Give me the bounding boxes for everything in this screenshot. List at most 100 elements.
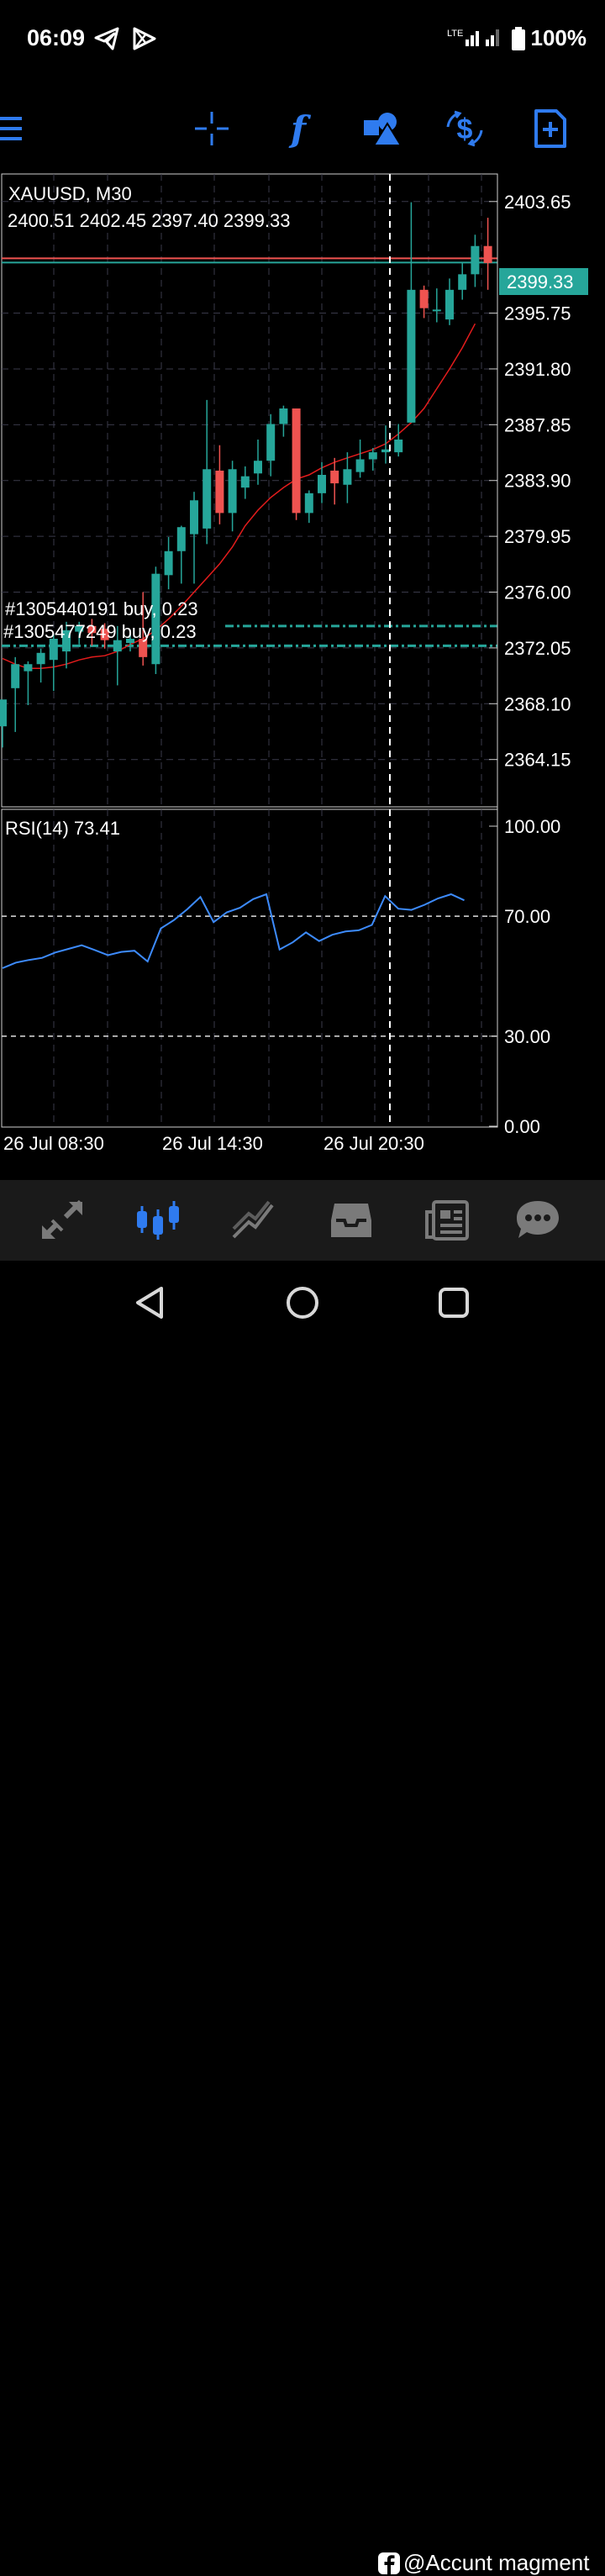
candle-body bbox=[483, 245, 492, 263]
candle-body bbox=[49, 638, 58, 661]
candle-body bbox=[228, 469, 237, 514]
back-button[interactable] bbox=[124, 1277, 175, 1328]
price-tick-label: 2364.15 bbox=[504, 750, 571, 771]
telegram-icon bbox=[94, 27, 119, 50]
candle-body bbox=[164, 550, 173, 576]
rsi-tick-label: 70.00 bbox=[504, 906, 550, 927]
current-price-badge bbox=[499, 268, 588, 295]
system-nav: @Accunt magment bbox=[0, 1261, 605, 2575]
chart-canvas[interactable]: 100.00 70.00 30.00 0.00 2403.65 2395.75 2391.… bbox=[0, 172, 605, 1160]
candle-body bbox=[11, 664, 20, 688]
nav-history[interactable] bbox=[318, 1180, 385, 1261]
battery-percent: 100% bbox=[530, 25, 587, 50]
candle-body bbox=[445, 289, 454, 320]
order-label-2[interactable]: #1305477249 buy, 0.23 bbox=[3, 621, 197, 642]
candle-body bbox=[87, 625, 97, 634]
rsi-tick-label: 30.00 bbox=[504, 1026, 550, 1047]
price-tick-label: 2376.00 bbox=[504, 582, 571, 603]
candle-body bbox=[203, 469, 212, 529]
price-lines bbox=[2, 257, 497, 264]
trade-icon: $ bbox=[446, 110, 483, 147]
chart-area[interactable]: 100.00 70.00 30.00 0.00 2403.65 2395.75 2391.… bbox=[0, 172, 605, 1160]
indicators-icon: f bbox=[290, 108, 307, 150]
candle-body bbox=[343, 469, 352, 485]
rsi-pane-frame bbox=[1, 809, 498, 1128]
current-price-label: 2399.33 bbox=[507, 271, 574, 292]
objects-icon bbox=[364, 113, 402, 146]
ma-layer bbox=[2, 323, 476, 670]
time-label-3: 26 Jul 20:30 bbox=[324, 1133, 424, 1154]
status-time: 06:09 bbox=[27, 25, 86, 50]
candle-body bbox=[176, 527, 186, 551]
indicators-button[interactable]: f bbox=[273, 101, 324, 156]
trade-button[interactable]: $ bbox=[439, 101, 490, 156]
candle-body bbox=[368, 452, 377, 460]
nav-news[interactable] bbox=[413, 1180, 481, 1261]
back-icon bbox=[136, 1287, 163, 1319]
rsi-tick-label: 0.00 bbox=[504, 1116, 540, 1137]
order-lines bbox=[2, 624, 497, 647]
candle-body bbox=[151, 573, 160, 665]
candle-body bbox=[471, 245, 480, 275]
recents-icon bbox=[439, 1288, 469, 1318]
bottom-nav bbox=[0, 1180, 605, 1261]
quotes-icon bbox=[41, 1200, 83, 1240]
home-icon bbox=[287, 1287, 318, 1319]
candle-body bbox=[254, 461, 262, 474]
price-tick-label: 2387.85 bbox=[504, 414, 571, 435]
battery-icon bbox=[511, 26, 525, 50]
status-right: LTE 100% bbox=[447, 25, 587, 51]
nav-messages[interactable] bbox=[504, 1180, 571, 1261]
nav-chart[interactable] bbox=[124, 1180, 192, 1261]
candle-body bbox=[36, 652, 45, 665]
home-button[interactable] bbox=[277, 1277, 328, 1328]
signal-icon: LTE bbox=[447, 29, 499, 46]
new-order-button[interactable] bbox=[525, 101, 576, 156]
time-label-1: 26 Jul 08:30 bbox=[3, 1133, 104, 1154]
menu-icon bbox=[0, 117, 22, 140]
ohlc-label: 2400.51 2402.45 2397.40 2399.33 bbox=[8, 210, 290, 231]
chart-icon bbox=[137, 1201, 179, 1240]
recents-button[interactable] bbox=[429, 1277, 479, 1328]
rsi-line bbox=[2, 893, 465, 969]
candle-body bbox=[381, 449, 390, 453]
nav-trade[interactable] bbox=[220, 1180, 287, 1261]
rsi-tick-label: 100.00 bbox=[504, 816, 560, 837]
time-label-2: 26 Jul 14:30 bbox=[162, 1133, 263, 1154]
price-tick-label: 2383.90 bbox=[504, 471, 571, 492]
new-order-icon bbox=[534, 109, 566, 148]
price-tick-label: 2368.10 bbox=[504, 693, 571, 714]
status-bar: 06:09 LTE 100% bbox=[0, 0, 605, 84]
order-label-1[interactable]: #1305440191 buy, 0.23 bbox=[5, 598, 198, 619]
news-icon bbox=[425, 1200, 469, 1241]
price-axis: 2403.65 2395.75 2391.80 2387.85 2383.90 2379.… bbox=[489, 174, 571, 1127]
watermark-text: @Accunt magment bbox=[403, 2550, 590, 2575]
candle-body bbox=[292, 408, 301, 514]
menu-button[interactable] bbox=[0, 101, 32, 156]
svg-text:LTE: LTE bbox=[447, 29, 463, 39]
candles-layer bbox=[0, 202, 492, 748]
candle-body bbox=[304, 493, 313, 514]
candle-body bbox=[240, 476, 250, 488]
objects-button[interactable] bbox=[357, 101, 408, 156]
price-tick-label: 2391.80 bbox=[504, 359, 571, 380]
messages-icon bbox=[517, 1201, 559, 1238]
candle-body bbox=[62, 630, 71, 652]
candle-body bbox=[215, 470, 224, 514]
price-tick-label: 2395.75 bbox=[504, 303, 571, 324]
status-left-icons bbox=[94, 25, 161, 60]
candle-body bbox=[407, 289, 416, 423]
facebook-icon bbox=[378, 2552, 400, 2574]
candle-body bbox=[330, 470, 339, 484]
nav-quotes[interactable] bbox=[29, 1180, 96, 1261]
watermark: @Accunt magment bbox=[378, 2550, 589, 2576]
candle-body bbox=[126, 638, 134, 644]
crosshair-button[interactable] bbox=[187, 101, 237, 156]
play-store-icon bbox=[133, 27, 156, 50]
price-tick-label: 2372.05 bbox=[504, 638, 571, 659]
svg-text:$: $ bbox=[457, 113, 473, 145]
trade-nav-icon bbox=[232, 1200, 274, 1239]
price-tick-label: 2403.65 bbox=[504, 192, 571, 213]
symbol-label: XAUUSD, M30 bbox=[8, 183, 132, 204]
chart-toolbar: f $ bbox=[0, 101, 605, 156]
